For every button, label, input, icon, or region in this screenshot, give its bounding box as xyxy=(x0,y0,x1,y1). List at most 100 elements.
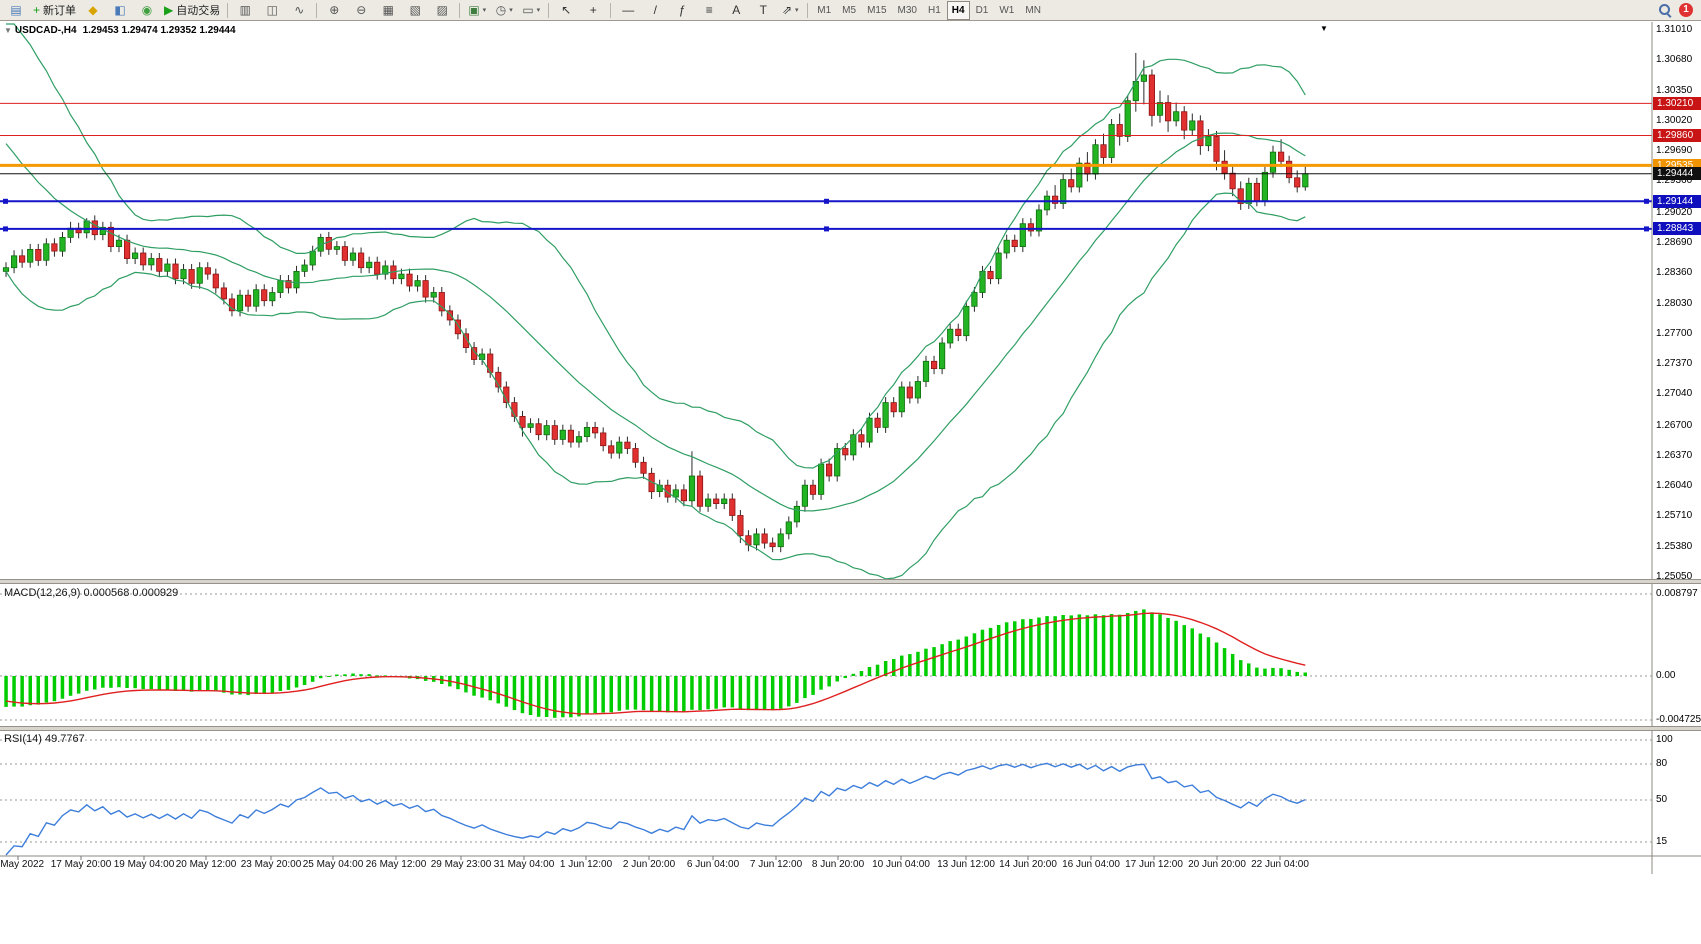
price-axis-label: 1.28690 xyxy=(1656,237,1693,248)
zoom-in-icon[interactable]: ⊕ xyxy=(321,0,347,20)
time-axis-label: 6 May 2022 xyxy=(0,859,45,870)
timeframe-m15-button[interactable]: M15 xyxy=(867,4,887,16)
price-axis-label: 1.26040 xyxy=(1656,480,1693,491)
horizontal-line-icon[interactable]: — xyxy=(615,0,641,20)
market-watch-icon[interactable]: ◧ xyxy=(107,0,133,20)
cursor-icon[interactable]: ↖ xyxy=(553,0,579,20)
price-axis-label: 1.26370 xyxy=(1656,450,1693,461)
chart-shift-icon[interactable]: ▧ xyxy=(402,0,428,20)
profiles-icon[interactable]: ◆ xyxy=(80,0,106,20)
bollinger-lower-band xyxy=(5,192,1306,580)
new-order-button-label: 新订单 xyxy=(43,5,77,17)
rsi-axis-label: 15 xyxy=(1656,836,1668,847)
timeframe-w1-button[interactable]: W1 xyxy=(999,4,1015,16)
timeframe-h1-button[interactable]: H1 xyxy=(927,4,941,16)
timeframe-m30-button[interactable]: M30 xyxy=(897,4,917,16)
price-axis-label: 1.27370 xyxy=(1656,358,1693,369)
time-axis-label: 16 Jun 04:00 xyxy=(1062,859,1120,870)
macd-indicator-label: MACD(12,26,9) 0.000568 0.000929 xyxy=(4,587,179,599)
text-label-icon: T xyxy=(759,3,767,17)
hline-handle[interactable] xyxy=(3,226,8,232)
fibonacci-icon: ƒ xyxy=(678,3,686,17)
time-axis-label: 22 Jun 04:00 xyxy=(1251,859,1309,870)
text-label-icon[interactable]: T xyxy=(750,0,776,20)
new-chart-icon: ▤ xyxy=(10,3,22,17)
auto-scroll-icon[interactable]: ▨ xyxy=(429,0,455,20)
equidistant-channel-icon[interactable]: ≡ xyxy=(696,0,722,20)
text-icon[interactable]: A xyxy=(723,0,749,20)
time-axis-label: 2 Jun 20:00 xyxy=(622,859,676,870)
time-axis-label: 14 Jun 20:00 xyxy=(999,859,1057,870)
fibonacci-icon[interactable]: ƒ xyxy=(669,0,695,20)
timeframe-d1-button[interactable]: D1 xyxy=(975,4,989,16)
new-chart-icon[interactable]: ▤ xyxy=(3,0,29,20)
toolbar-separator xyxy=(227,2,229,18)
toolbar-separator xyxy=(316,2,318,18)
timeframe-m5-button[interactable]: M5 xyxy=(842,4,857,16)
equidistant-channel-icon: ≡ xyxy=(705,3,713,17)
symbol-period-label: USDCAD-,H4 xyxy=(14,25,77,36)
price-axis-label: 1.26700 xyxy=(1656,420,1693,431)
price-axis-label: 1.30020 xyxy=(1656,115,1693,126)
line-chart-icon[interactable]: ∿ xyxy=(286,0,312,20)
hline-handle[interactable] xyxy=(1644,226,1649,232)
text-icon: A xyxy=(732,3,741,17)
line-chart-icon: ∿ xyxy=(294,3,305,17)
autotrading-button-icon: ▶ xyxy=(164,3,174,17)
snapshot-dropdown-caret[interactable]: ▾ xyxy=(536,7,541,14)
one-click-trading-toggle[interactable]: ▼ xyxy=(4,26,12,35)
autotrading-button[interactable]: ▶ 自动交易 xyxy=(161,0,223,20)
timeframe-mn-button[interactable]: MN xyxy=(1025,4,1041,16)
notification-badge[interactable]: 1 xyxy=(1679,3,1693,17)
crosshair-icon[interactable]: + xyxy=(580,0,606,20)
symbol-info-line: ▼ USDCAD-,H4 1.29453 1.29474 1.29352 1.294… xyxy=(4,25,236,36)
time-axis-label: 10 Jun 04:00 xyxy=(872,859,930,870)
navigator-icon[interactable]: ◉ xyxy=(134,0,160,20)
rsi-axis-label: 100 xyxy=(1656,734,1673,745)
chart-shift-icon: ▧ xyxy=(409,3,421,17)
timeframe-m1-button[interactable]: M1 xyxy=(817,4,832,16)
snapshot-dropdown[interactable]: ▭ ▾ xyxy=(518,0,544,20)
arrows-dropdown[interactable]: ⇗ ▾ xyxy=(777,0,803,20)
time-axis-label: 20 Jun 20:00 xyxy=(1188,859,1246,870)
time-axis-label: 8 Jun 20:00 xyxy=(811,859,865,870)
price-axis-label: 1.25710 xyxy=(1656,510,1693,521)
tile-windows-icon[interactable]: ▦ xyxy=(375,0,401,20)
candles-layer xyxy=(2,52,1309,553)
periods-dropdown-caret[interactable]: ▾ xyxy=(509,7,513,14)
objects-dropdown: ▣ xyxy=(468,3,480,17)
periods-dropdown[interactable]: ◷ ▾ xyxy=(491,0,517,20)
macd-panel-divider[interactable] xyxy=(0,579,1701,584)
scroll-to-end-marker[interactable]: ▼ xyxy=(1320,24,1328,33)
timeframe-h4-button[interactable]: H4 xyxy=(946,0,970,20)
candlestick-chart-icon: ◫ xyxy=(266,3,278,17)
price-axis-label: 1.29360 xyxy=(1656,175,1693,186)
hline-handle[interactable] xyxy=(1644,198,1649,204)
new-order-button-icon: + xyxy=(33,3,41,17)
objects-dropdown[interactable]: ▣ ▾ xyxy=(464,0,490,20)
bar-chart-icon[interactable]: ▥ xyxy=(232,0,258,20)
objects-dropdown-caret[interactable]: ▾ xyxy=(482,7,487,14)
hline-handle[interactable] xyxy=(3,198,8,204)
hline-handle[interactable] xyxy=(824,198,829,204)
bollinger-middle-band xyxy=(5,132,1306,512)
zoom-out-icon[interactable]: ⊖ xyxy=(348,0,374,20)
macd-axis-label: 0.008797 xyxy=(1656,588,1698,599)
market-watch-icon: ◧ xyxy=(114,3,126,17)
hline-handle[interactable] xyxy=(824,226,829,232)
navigator-icon: ◉ xyxy=(141,3,153,17)
trendline-icon[interactable]: / xyxy=(642,0,668,20)
rsi-axis-label: 80 xyxy=(1656,758,1668,769)
rsi-panel-divider[interactable] xyxy=(0,726,1701,731)
new-order-button[interactable]: + 新订单 xyxy=(30,0,79,20)
search-icon[interactable] xyxy=(1659,3,1672,17)
bid-price-badge: 1.29444 xyxy=(1653,167,1701,180)
arrows-dropdown-caret[interactable]: ▾ xyxy=(795,7,799,14)
candlestick-chart-icon[interactable]: ◫ xyxy=(259,0,285,20)
price-axis-label: 1.25380 xyxy=(1656,541,1693,552)
toolbar-separator xyxy=(459,2,461,18)
time-axis-label: 17 Jun 12:00 xyxy=(1125,859,1183,870)
toolbar: ▤ + 新订单 ◆ ◧ ◉ ▶ 自动交易 ▥ ◫ ∿ ⊕ ⊖ ▦ ▧ ▨ ▣ ▾ ◷ ▾ ▭ ▾ ↖ + — / ƒ ≡ A T ⇗ ▾ M1 M… xyxy=(0,0,1701,21)
